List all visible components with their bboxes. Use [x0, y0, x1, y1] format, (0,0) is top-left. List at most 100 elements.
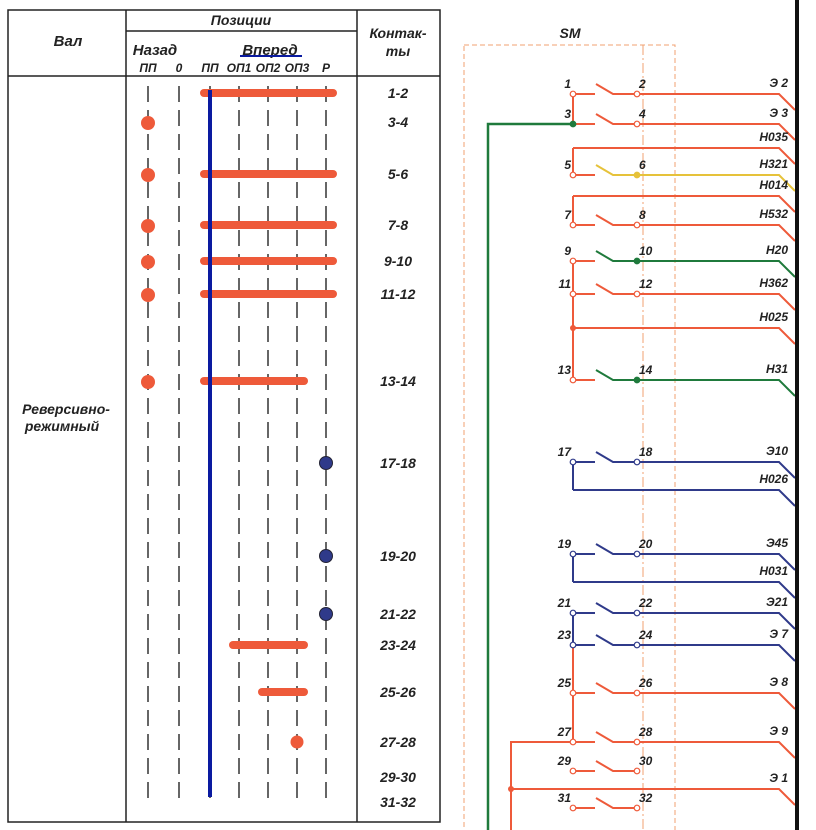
terminal	[633, 90, 641, 98]
switch-blade	[595, 602, 637, 614]
terminal	[633, 738, 641, 746]
switch-blade	[595, 797, 637, 809]
terminal	[569, 641, 577, 649]
switch-blade	[595, 283, 637, 295]
terminal-number: 30	[639, 754, 653, 768]
terminal	[633, 609, 641, 617]
position-header: ОП3	[285, 61, 310, 75]
terminal-number: 24	[638, 628, 653, 642]
wire-label: Н31	[766, 362, 788, 376]
contact-label: 1-2	[388, 85, 408, 101]
wire	[573, 195, 796, 213]
contact-label: 11-12	[381, 286, 416, 302]
terminal	[569, 120, 577, 128]
closed-mark	[141, 375, 155, 389]
wire-label: Э 8	[769, 675, 788, 689]
wire-label: Н321	[759, 157, 788, 171]
terminal	[633, 458, 641, 466]
switch-blade	[595, 543, 637, 555]
shaft-name-1: Реверсивно-	[22, 401, 110, 417]
switch-blade	[595, 164, 637, 176]
closed-mark	[319, 456, 333, 470]
wire-label: Э21	[766, 595, 788, 609]
terminal	[569, 290, 577, 298]
wire-label: Э 3	[769, 106, 788, 120]
wire-label: Э 7	[769, 627, 789, 641]
terminal-number: 6	[639, 158, 646, 172]
external-wire	[486, 122, 573, 830]
terminal	[569, 376, 577, 384]
terminal	[633, 550, 641, 558]
wire	[573, 489, 796, 507]
position-header: ОП1	[227, 61, 252, 75]
terminal-number: 27	[557, 725, 573, 739]
terminal-number: 12	[639, 277, 653, 291]
header-contacts-2: ты	[386, 43, 410, 59]
header-back: Назад	[133, 42, 177, 59]
terminal	[569, 90, 577, 98]
terminal-number: 21	[557, 596, 572, 610]
position-header: ОП2	[256, 61, 281, 75]
wire	[573, 327, 796, 345]
position-header: Р	[322, 61, 331, 75]
position-table	[7, 9, 441, 823]
terminal-number: 29	[557, 754, 572, 768]
terminal-number: 2	[638, 77, 646, 91]
wire-label: Н362	[759, 276, 788, 290]
terminal-number: 25	[557, 676, 572, 690]
wire-label: Н20	[766, 243, 788, 257]
contact-label: 3-4	[388, 114, 408, 130]
wire-label: Э 1	[769, 771, 788, 785]
switch-blade	[595, 250, 637, 262]
terminal	[633, 767, 641, 775]
terminal	[569, 257, 577, 265]
terminal	[633, 171, 641, 179]
terminal-number: 8	[639, 208, 646, 222]
switch-blade	[595, 214, 637, 226]
contact-label: 21-22	[379, 606, 416, 622]
closed-mark	[319, 549, 333, 563]
terminal	[569, 221, 577, 229]
terminal	[569, 609, 577, 617]
contact-label: 17-18	[380, 455, 416, 471]
position-header: 0	[176, 61, 183, 75]
terminal-number: 31	[558, 791, 572, 805]
wire	[637, 379, 796, 397]
external-wire	[510, 741, 573, 830]
wire	[637, 260, 796, 278]
closed-mark	[319, 607, 333, 621]
terminal	[633, 221, 641, 229]
terminal-number: 20	[638, 537, 653, 551]
position-header: ПП	[201, 61, 219, 75]
wire-label: Н026	[759, 472, 788, 486]
wire-label: Э10	[766, 444, 788, 458]
contact-label: 7-8	[388, 217, 408, 233]
contact-label: 9-10	[384, 253, 412, 269]
terminal-number: 26	[638, 676, 653, 690]
terminal-number: 5	[564, 158, 571, 172]
terminal-number: 3	[564, 107, 571, 121]
switch-blade	[595, 369, 637, 381]
wire	[637, 553, 796, 571]
contact-label: 13-14	[380, 373, 416, 389]
contact-label: 5-6	[388, 166, 408, 182]
terminal	[633, 120, 641, 128]
switch-blade	[595, 634, 637, 646]
contact-label: 25-26	[379, 684, 416, 700]
shaft-name-2: режимный	[24, 418, 100, 434]
closed-mark	[141, 255, 155, 269]
contact-label: 19-20	[380, 548, 416, 564]
terminal	[633, 641, 641, 649]
closed-mark	[141, 288, 155, 302]
header-shaft: Вал	[54, 33, 83, 50]
wire-label: Н025	[759, 310, 788, 324]
terminal	[569, 458, 577, 466]
wire	[637, 612, 796, 630]
terminal	[569, 550, 577, 558]
wire	[573, 581, 796, 599]
wire-label: Э45	[766, 536, 788, 550]
switch-blade	[595, 113, 637, 125]
switch-enclosure	[463, 44, 676, 830]
closed-mark	[141, 168, 155, 182]
closed-mark	[141, 116, 155, 130]
